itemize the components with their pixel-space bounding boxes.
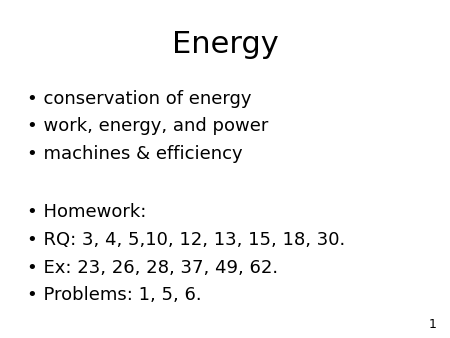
Text: • work, energy, and power: • work, energy, and power (27, 117, 268, 135)
Text: • machines & efficiency: • machines & efficiency (27, 145, 243, 163)
Text: 1: 1 (428, 318, 436, 331)
Text: • Homework:: • Homework: (27, 203, 146, 221)
Text: Energy: Energy (171, 30, 279, 59)
Text: • conservation of energy: • conservation of energy (27, 90, 252, 107)
Text: • RQ: 3, 4, 5,10, 12, 13, 15, 18, 30.: • RQ: 3, 4, 5,10, 12, 13, 15, 18, 30. (27, 231, 345, 249)
Text: • Ex: 23, 26, 28, 37, 49, 62.: • Ex: 23, 26, 28, 37, 49, 62. (27, 259, 278, 276)
Text: • Problems: 1, 5, 6.: • Problems: 1, 5, 6. (27, 286, 202, 304)
